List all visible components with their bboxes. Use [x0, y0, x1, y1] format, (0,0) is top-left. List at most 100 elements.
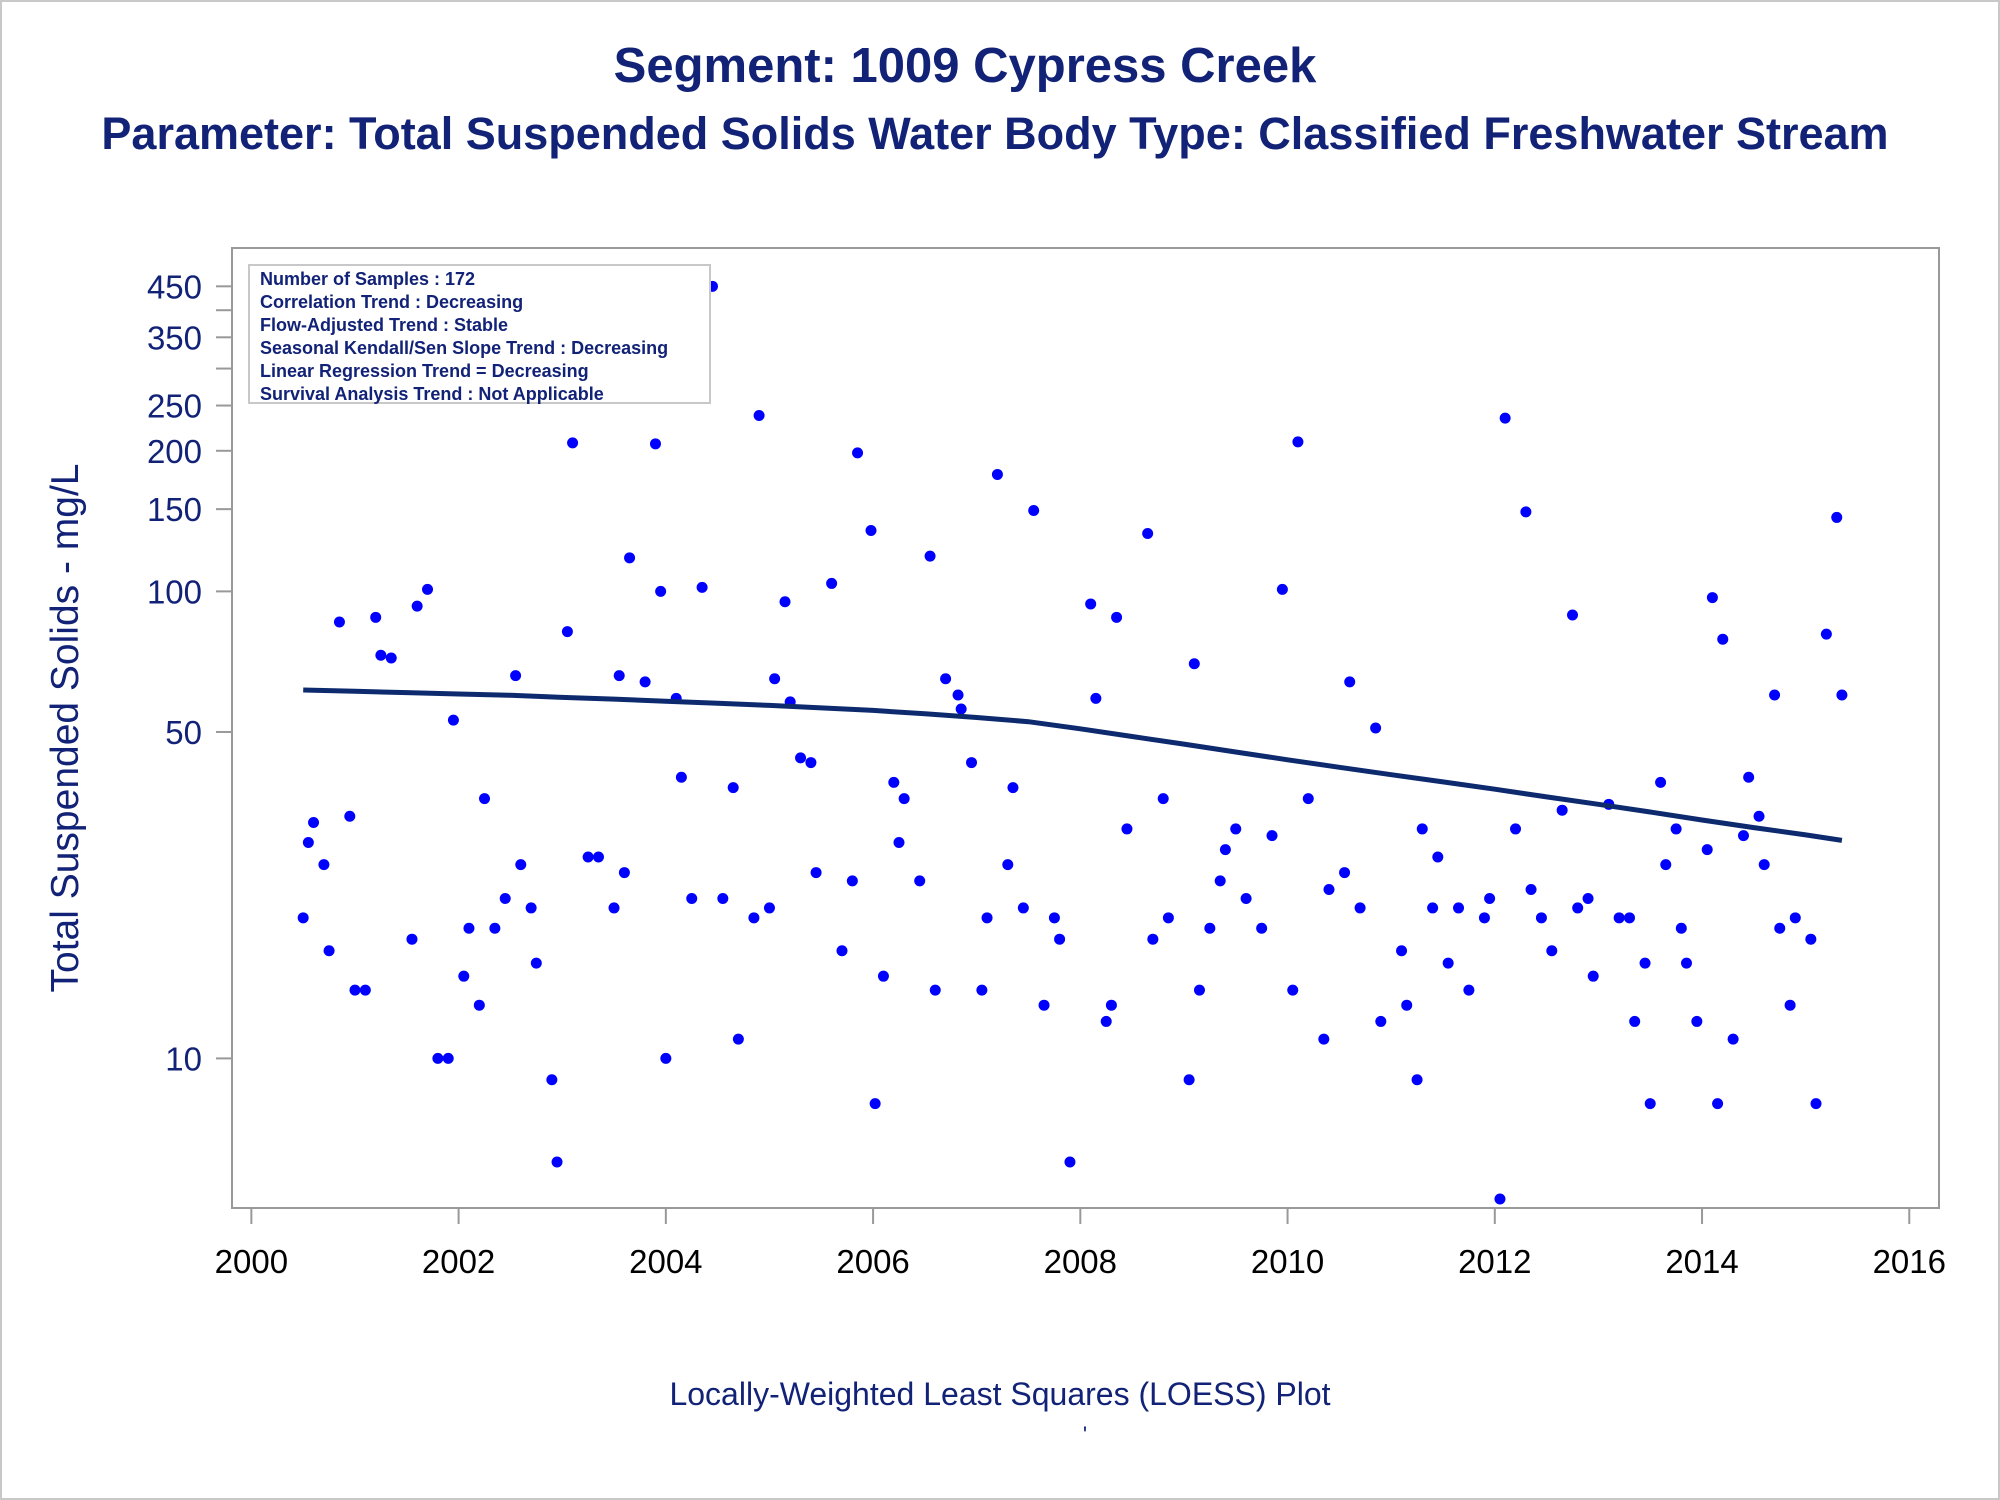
data-point	[1831, 511, 1843, 523]
data-point	[375, 649, 387, 661]
data-point	[748, 912, 760, 924]
data-point	[608, 902, 620, 914]
data-point	[1100, 1015, 1112, 1027]
data-point	[432, 1052, 444, 1064]
data-point	[1572, 902, 1584, 914]
data-point	[1401, 999, 1413, 1011]
data-points	[297, 280, 1848, 1205]
stat-line-flow-adjusted: Flow-Adjusted Trend : Stable	[260, 315, 509, 335]
data-point	[1038, 999, 1050, 1011]
data-point	[1484, 892, 1496, 904]
data-point	[1214, 875, 1226, 887]
x-tick-label: 2004	[629, 1243, 702, 1280]
data-point	[893, 836, 905, 848]
x-tick-label: 2008	[1044, 1243, 1117, 1280]
data-point	[1157, 793, 1169, 805]
data-point	[1276, 583, 1288, 595]
stat-line-samples: Number of Samples : 172	[260, 269, 476, 289]
footnote-mark: '	[1082, 1422, 1088, 1447]
data-point	[1784, 999, 1796, 1011]
data-point	[1111, 611, 1123, 623]
x-tick-label: 2012	[1458, 1243, 1531, 1280]
data-point	[567, 437, 579, 449]
data-point	[1535, 912, 1547, 924]
data-point	[1463, 984, 1475, 996]
data-point	[1644, 1098, 1656, 1110]
data-point	[1629, 1015, 1641, 1027]
data-point	[981, 912, 993, 924]
data-point	[1354, 902, 1366, 914]
data-point	[349, 984, 361, 996]
data-point	[1624, 912, 1636, 924]
data-point	[826, 577, 838, 589]
data-point	[318, 859, 330, 871]
data-point	[359, 984, 371, 996]
data-point	[649, 438, 661, 450]
y-tick-label: 10	[165, 1040, 202, 1077]
data-point	[1820, 628, 1832, 640]
y-tick-label: 100	[147, 573, 202, 610]
data-point	[769, 673, 781, 685]
data-point	[1789, 912, 1801, 924]
data-point	[1680, 957, 1692, 969]
data-point	[869, 1098, 881, 1110]
data-point	[1701, 844, 1713, 856]
data-point	[1054, 933, 1066, 945]
data-point	[660, 1052, 672, 1064]
data-point	[1339, 867, 1351, 879]
data-point	[1499, 412, 1511, 424]
data-point	[1142, 528, 1154, 540]
data-point	[1494, 1193, 1506, 1205]
data-point	[1712, 1098, 1724, 1110]
data-point	[344, 810, 356, 822]
data-point	[1655, 776, 1667, 788]
data-point	[422, 583, 434, 595]
data-point	[1525, 883, 1537, 895]
data-point	[732, 1033, 744, 1045]
data-point	[479, 793, 491, 805]
data-point	[1230, 823, 1242, 835]
chart-title: Segment: 1009 Cypress Creek	[613, 39, 1317, 93]
data-point	[592, 851, 604, 863]
data-point	[1520, 506, 1532, 518]
data-point	[1432, 851, 1444, 863]
data-point	[655, 585, 667, 597]
data-point	[1810, 1098, 1822, 1110]
data-point	[1453, 902, 1465, 914]
data-point	[333, 616, 345, 628]
x-tick-label: 2000	[215, 1243, 288, 1280]
data-point	[1556, 804, 1568, 816]
chart-subtitle: Parameter: Total Suspended Solids Water …	[101, 108, 1889, 159]
x-tick-label: 2006	[836, 1243, 909, 1280]
data-point	[1706, 592, 1718, 604]
data-point	[810, 867, 822, 879]
data-point	[1769, 689, 1781, 701]
data-point	[1416, 823, 1428, 835]
data-point	[940, 673, 952, 685]
data-point	[952, 689, 964, 701]
data-point	[323, 945, 335, 957]
data-point	[1717, 633, 1729, 645]
data-point	[1567, 609, 1579, 621]
data-point	[1318, 1033, 1330, 1045]
data-point	[1188, 658, 1200, 670]
data-point	[624, 552, 636, 564]
data-point	[370, 611, 382, 623]
data-point	[1105, 999, 1117, 1011]
data-point	[1266, 830, 1278, 842]
data-point	[1219, 844, 1231, 856]
data-point	[795, 752, 807, 764]
plot-area	[231, 247, 1940, 1209]
data-point	[991, 468, 1003, 480]
data-point	[302, 836, 314, 848]
data-point	[966, 757, 978, 769]
data-point	[1836, 689, 1848, 701]
data-point	[1743, 771, 1755, 783]
data-point	[561, 626, 573, 638]
data-point	[836, 945, 848, 957]
data-point	[1758, 859, 1770, 871]
data-point	[1691, 1015, 1703, 1027]
data-point	[1370, 722, 1382, 734]
data-point	[1670, 823, 1682, 835]
